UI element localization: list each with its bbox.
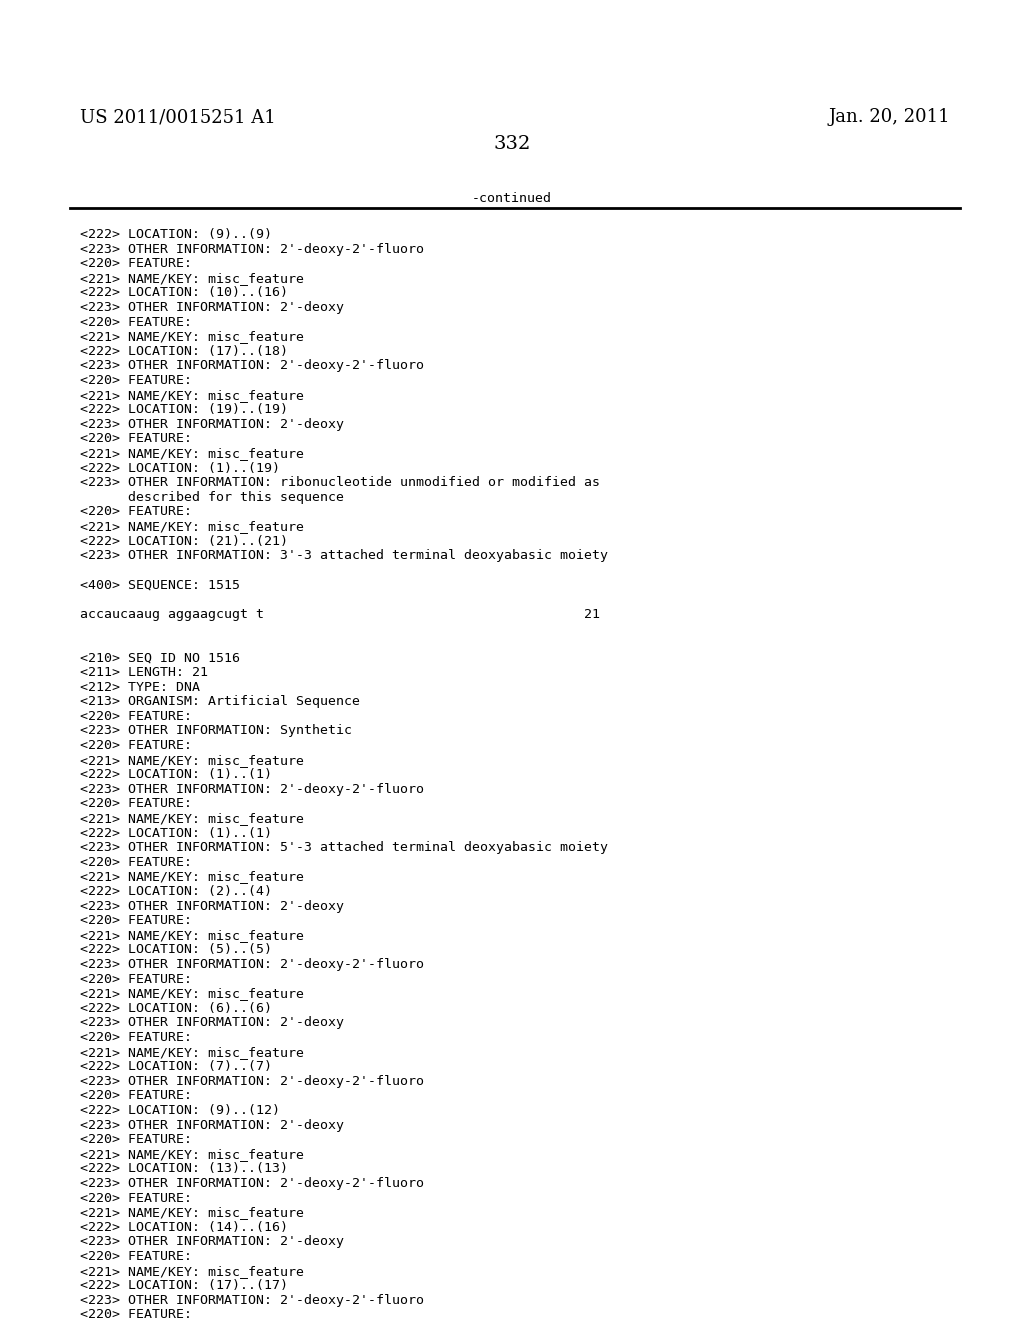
Text: 332: 332 (494, 135, 530, 153)
Text: <223> OTHER INFORMATION: Synthetic: <223> OTHER INFORMATION: Synthetic (80, 725, 352, 738)
Text: <223> OTHER INFORMATION: 3'-3 attached terminal deoxyabasic moiety: <223> OTHER INFORMATION: 3'-3 attached t… (80, 549, 608, 562)
Text: <221> NAME/KEY: misc_feature: <221> NAME/KEY: misc_feature (80, 330, 304, 343)
Text: <221> NAME/KEY: misc_feature: <221> NAME/KEY: misc_feature (80, 1045, 304, 1059)
Text: <220> FEATURE:: <220> FEATURE: (80, 710, 193, 723)
Text: <222> LOCATION: (1)..(1): <222> LOCATION: (1)..(1) (80, 768, 272, 781)
Text: <221> NAME/KEY: misc_feature: <221> NAME/KEY: misc_feature (80, 870, 304, 883)
Text: <212> TYPE: DNA: <212> TYPE: DNA (80, 681, 200, 693)
Text: <223> OTHER INFORMATION: 2'-deoxy-2'-fluoro: <223> OTHER INFORMATION: 2'-deoxy-2'-flu… (80, 1294, 424, 1307)
Text: <222> LOCATION: (9)..(9): <222> LOCATION: (9)..(9) (80, 228, 272, 242)
Text: <223> OTHER INFORMATION: 2'-deoxy-2'-fluoro: <223> OTHER INFORMATION: 2'-deoxy-2'-flu… (80, 243, 424, 256)
Text: described for this sequence: described for this sequence (80, 491, 344, 504)
Text: <223> OTHER INFORMATION: 2'-deoxy-2'-fluoro: <223> OTHER INFORMATION: 2'-deoxy-2'-flu… (80, 1177, 424, 1191)
Text: <223> OTHER INFORMATION: 2'-deoxy: <223> OTHER INFORMATION: 2'-deoxy (80, 418, 344, 430)
Text: <220> FEATURE:: <220> FEATURE: (80, 506, 193, 519)
Text: <210> SEQ ID NO 1516: <210> SEQ ID NO 1516 (80, 651, 240, 664)
Text: <222> LOCATION: (17)..(18): <222> LOCATION: (17)..(18) (80, 345, 288, 358)
Text: <222> LOCATION: (1)..(1): <222> LOCATION: (1)..(1) (80, 826, 272, 840)
Text: <220> FEATURE:: <220> FEATURE: (80, 257, 193, 271)
Text: <211> LENGTH: 21: <211> LENGTH: 21 (80, 667, 208, 678)
Text: <222> LOCATION: (10)..(16): <222> LOCATION: (10)..(16) (80, 286, 288, 300)
Text: accaucaaug aggaagcugt t                                        21: accaucaaug aggaagcugt t 21 (80, 607, 600, 620)
Text: <220> FEATURE:: <220> FEATURE: (80, 973, 193, 986)
Text: <223> OTHER INFORMATION: 2'-deoxy-2'-fluoro: <223> OTHER INFORMATION: 2'-deoxy-2'-flu… (80, 783, 424, 796)
Text: <221> NAME/KEY: misc_feature: <221> NAME/KEY: misc_feature (80, 1148, 304, 1160)
Text: <223> OTHER INFORMATION: 2'-deoxy: <223> OTHER INFORMATION: 2'-deoxy (80, 1118, 344, 1131)
Text: <222> LOCATION: (1)..(19): <222> LOCATION: (1)..(19) (80, 462, 280, 475)
Text: <223> OTHER INFORMATION: ribonucleotide unmodified or modified as: <223> OTHER INFORMATION: ribonucleotide … (80, 477, 600, 490)
Text: <220> FEATURE:: <220> FEATURE: (80, 433, 193, 445)
Text: <220> FEATURE:: <220> FEATURE: (80, 1250, 193, 1263)
Text: Jan. 20, 2011: Jan. 20, 2011 (828, 108, 950, 125)
Text: <221> NAME/KEY: misc_feature: <221> NAME/KEY: misc_feature (80, 929, 304, 941)
Text: <223> OTHER INFORMATION: 5'-3 attached terminal deoxyabasic moiety: <223> OTHER INFORMATION: 5'-3 attached t… (80, 841, 608, 854)
Text: <220> FEATURE:: <220> FEATURE: (80, 315, 193, 329)
Text: <221> NAME/KEY: misc_feature: <221> NAME/KEY: misc_feature (80, 1265, 304, 1278)
Text: <221> NAME/KEY: misc_feature: <221> NAME/KEY: misc_feature (80, 987, 304, 1001)
Text: <221> NAME/KEY: misc_feature: <221> NAME/KEY: misc_feature (80, 812, 304, 825)
Text: <213> ORGANISM: Artificial Sequence: <213> ORGANISM: Artificial Sequence (80, 696, 360, 709)
Text: <222> LOCATION: (2)..(4): <222> LOCATION: (2)..(4) (80, 884, 272, 898)
Text: <220> FEATURE:: <220> FEATURE: (80, 797, 193, 810)
Text: <222> LOCATION: (19)..(19): <222> LOCATION: (19)..(19) (80, 403, 288, 416)
Text: <220> FEATURE:: <220> FEATURE: (80, 1031, 193, 1044)
Text: <220> FEATURE:: <220> FEATURE: (80, 1133, 193, 1146)
Text: <223> OTHER INFORMATION: 2'-deoxy: <223> OTHER INFORMATION: 2'-deoxy (80, 301, 344, 314)
Text: <223> OTHER INFORMATION: 2'-deoxy: <223> OTHER INFORMATION: 2'-deoxy (80, 1016, 344, 1030)
Text: <222> LOCATION: (21)..(21): <222> LOCATION: (21)..(21) (80, 535, 288, 548)
Text: <221> NAME/KEY: misc_feature: <221> NAME/KEY: misc_feature (80, 388, 304, 401)
Text: <221> NAME/KEY: misc_feature: <221> NAME/KEY: misc_feature (80, 272, 304, 285)
Text: <221> NAME/KEY: misc_feature: <221> NAME/KEY: misc_feature (80, 520, 304, 533)
Text: <222> LOCATION: (9)..(12): <222> LOCATION: (9)..(12) (80, 1104, 280, 1117)
Text: <220> FEATURE:: <220> FEATURE: (80, 1308, 193, 1320)
Text: <223> OTHER INFORMATION: 2'-deoxy: <223> OTHER INFORMATION: 2'-deoxy (80, 900, 344, 912)
Text: <220> FEATURE:: <220> FEATURE: (80, 915, 193, 927)
Text: <220> FEATURE:: <220> FEATURE: (80, 1192, 193, 1205)
Text: <223> OTHER INFORMATION: 2'-deoxy-2'-fluoro: <223> OTHER INFORMATION: 2'-deoxy-2'-flu… (80, 1074, 424, 1088)
Text: <222> LOCATION: (14)..(16): <222> LOCATION: (14)..(16) (80, 1221, 288, 1234)
Text: <220> FEATURE:: <220> FEATURE: (80, 1089, 193, 1102)
Text: <222> LOCATION: (6)..(6): <222> LOCATION: (6)..(6) (80, 1002, 272, 1015)
Text: <220> FEATURE:: <220> FEATURE: (80, 855, 193, 869)
Text: <220> FEATURE:: <220> FEATURE: (80, 739, 193, 752)
Text: <220> FEATURE:: <220> FEATURE: (80, 374, 193, 387)
Text: -continued: -continued (472, 191, 552, 205)
Text: <222> LOCATION: (7)..(7): <222> LOCATION: (7)..(7) (80, 1060, 272, 1073)
Text: <222> LOCATION: (5)..(5): <222> LOCATION: (5)..(5) (80, 944, 272, 957)
Text: US 2011/0015251 A1: US 2011/0015251 A1 (80, 108, 275, 125)
Text: <223> OTHER INFORMATION: 2'-deoxy-2'-fluoro: <223> OTHER INFORMATION: 2'-deoxy-2'-flu… (80, 359, 424, 372)
Text: <223> OTHER INFORMATION: 2'-deoxy: <223> OTHER INFORMATION: 2'-deoxy (80, 1236, 344, 1249)
Text: <223> OTHER INFORMATION: 2'-deoxy-2'-fluoro: <223> OTHER INFORMATION: 2'-deoxy-2'-flu… (80, 958, 424, 972)
Text: <221> NAME/KEY: misc_feature: <221> NAME/KEY: misc_feature (80, 1206, 304, 1220)
Text: <222> LOCATION: (17)..(17): <222> LOCATION: (17)..(17) (80, 1279, 288, 1292)
Text: <221> NAME/KEY: misc_feature: <221> NAME/KEY: misc_feature (80, 754, 304, 767)
Text: <222> LOCATION: (13)..(13): <222> LOCATION: (13)..(13) (80, 1163, 288, 1175)
Text: <400> SEQUENCE: 1515: <400> SEQUENCE: 1515 (80, 578, 240, 591)
Text: <221> NAME/KEY: misc_feature: <221> NAME/KEY: misc_feature (80, 447, 304, 459)
